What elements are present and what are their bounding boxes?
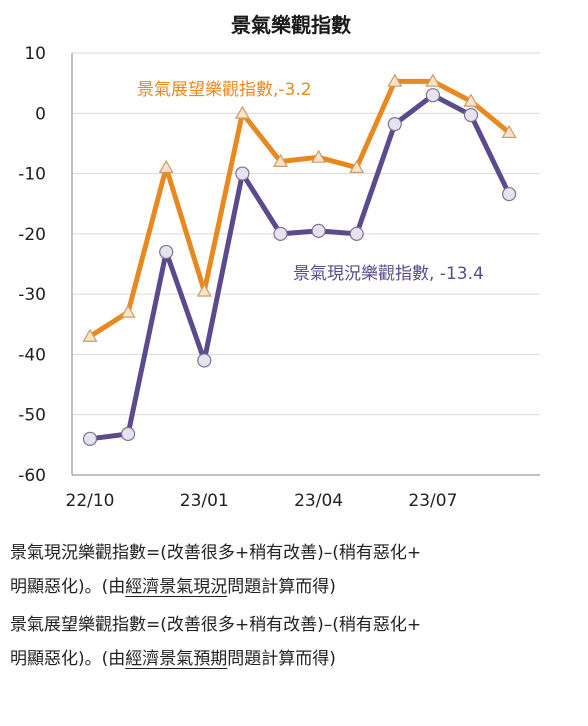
- series-marker-0: [120, 304, 136, 318]
- y-tick-label: -60: [18, 466, 46, 486]
- series-marker-0: [425, 73, 441, 87]
- note-current-line1: 景氣現況樂觀指數=(改善很多+稍有改善)–(稍有惡化+: [10, 543, 422, 563]
- y-tick-label: -10: [18, 165, 46, 185]
- series-label-1: 景氣現況樂觀指數, -13.4: [293, 264, 484, 284]
- series-marker-0: [234, 105, 250, 119]
- series-marker-0: [82, 328, 98, 342]
- line-chart: 景氣樂觀指數 10 0 -10 -20 -30 -40 -50 -60 22/10 23/01 23/…: [18, 13, 540, 511]
- series-marker-0: [196, 283, 212, 297]
- y-tick-label: -20: [18, 225, 46, 245]
- series-marker-1: [502, 186, 517, 202]
- y-tick-label: -40: [18, 345, 46, 365]
- series-marker-1: [425, 88, 440, 103]
- series-line-1: [87, 92, 512, 442]
- x-tick-label: 23/04: [294, 491, 343, 511]
- note-outlook-line1: 景氣展望樂觀指數=(改善很多+稍有改善)–(稍有惡化+: [10, 615, 422, 635]
- series-marker-1: [159, 244, 174, 260]
- series-marker-0: [463, 93, 479, 107]
- series-marker-1: [235, 166, 250, 181]
- series-marker-1: [349, 226, 364, 241]
- series-label-0: 景氣展望樂觀指數,-3.2: [137, 80, 312, 100]
- note-current-index: 景氣現況樂觀指數=(改善很多+稍有改善)–(稍有惡化+ 明顯惡化)。(由經濟景氣…: [10, 536, 580, 604]
- footnotes: 景氣現況樂觀指數=(改善很多+稍有改善)–(稍有惡化+ 明顯惡化)。(由經濟景氣…: [10, 536, 580, 680]
- note-current-line2-post: 問題計算而得): [227, 577, 336, 597]
- x-tick-label: 22/10: [66, 491, 115, 511]
- series-marker-0: [272, 153, 289, 167]
- x-tick-label: 23/07: [408, 491, 457, 511]
- y-tick-label: -50: [18, 406, 46, 426]
- series-marker-0: [158, 159, 174, 174]
- series-marker-0: [387, 73, 403, 87]
- note-current-source: 經濟景氣現況: [125, 577, 228, 597]
- series-marker-1: [311, 223, 326, 238]
- series-marker-1: [121, 426, 136, 442]
- series-marker-1: [273, 226, 288, 241]
- note-outlook-source: 經濟景氣預期: [125, 649, 228, 669]
- series-marker-1: [82, 431, 98, 446]
- note-outlook-index: 景氣展望樂觀指數=(改善很多+稍有改善)–(稍有惡化+ 明顯惡化)。(由經濟景氣…: [10, 608, 580, 676]
- y-tick-label: 10: [24, 44, 46, 64]
- note-current-line2-pre: 明顯惡化)。(由: [10, 577, 126, 597]
- series-marker-0: [311, 149, 327, 163]
- note-outlook-line2-post: 問題計算而得): [227, 649, 336, 669]
- y-tick-label: 0: [35, 104, 46, 124]
- series-line-0: [87, 78, 512, 339]
- series-marker-1: [197, 353, 212, 368]
- note-outlook-line2-pre: 明顯惡化)。(由: [10, 649, 126, 669]
- series-marker-0: [349, 159, 365, 174]
- series-marker-1: [463, 107, 479, 123]
- series-marker-0: [501, 124, 517, 139]
- chart-title: 景氣樂觀指數: [231, 13, 351, 37]
- y-tick-label: -30: [18, 285, 46, 305]
- chart: 景氣樂觀指數 10 0 -10 -20 -30 -40 -50 -60 22/10 23/01 23/…: [18, 13, 540, 511]
- x-tick-label: 23/01: [180, 491, 229, 511]
- series-marker-1: [387, 117, 402, 132]
